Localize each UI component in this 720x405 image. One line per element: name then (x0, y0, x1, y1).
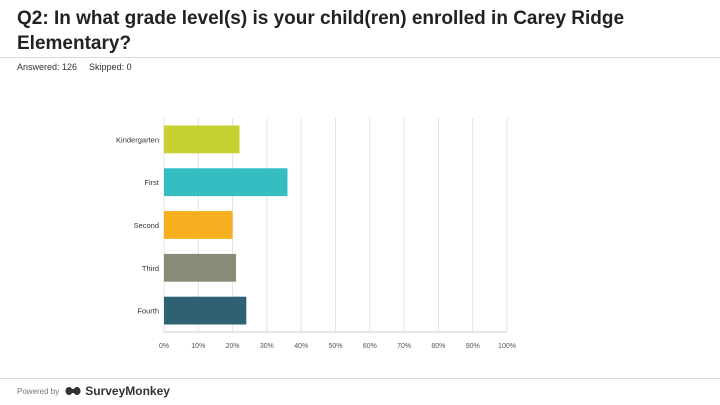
bar (164, 125, 240, 154)
footer-divider (0, 378, 720, 379)
bar (164, 211, 233, 239)
category-label: Kindergarten (116, 135, 159, 144)
powered-by-label: Powered by (17, 386, 60, 396)
header-divider (0, 57, 720, 58)
x-tick-label: 80% (431, 343, 445, 350)
x-tick-label: 10% (191, 343, 205, 350)
bar (164, 296, 247, 325)
bar-chart: 0% 10% 20% 30% 40% 50% 60% 70% 80% 90% 100% Kinderg… (116, 118, 516, 350)
question-title: Q2: In what grade level(s) is your child… (17, 8, 625, 54)
category-label: Third (142, 264, 159, 273)
brand-name: SurveyMonkey (85, 384, 170, 398)
bar (164, 253, 237, 282)
x-tick-label: 60% (363, 343, 377, 350)
x-tick-label: 30% (260, 343, 274, 350)
surveymonkey-logo-icon (65, 387, 81, 395)
brand: SurveyMonkey (65, 384, 170, 398)
x-tick-label: 100% (498, 343, 516, 350)
response-stats: Answered: 126 Skipped: 0 (17, 62, 132, 72)
skipped-count: Skipped: 0 (89, 62, 132, 72)
category-label: Fourth (137, 307, 159, 316)
x-tick-label: 90% (466, 343, 480, 350)
bar (164, 168, 288, 197)
x-tick-label: 0% (159, 343, 169, 350)
category-label: Second (134, 221, 159, 230)
x-tick-label: 40% (294, 343, 308, 350)
x-tick-label: 50% (328, 343, 342, 350)
footer: Powered by SurveyMonkey (17, 384, 170, 398)
x-tick-label: 20% (226, 343, 240, 350)
category-label: First (144, 178, 159, 187)
answered-count: Answered: 126 (17, 62, 78, 72)
x-tick-label: 70% (397, 343, 411, 350)
